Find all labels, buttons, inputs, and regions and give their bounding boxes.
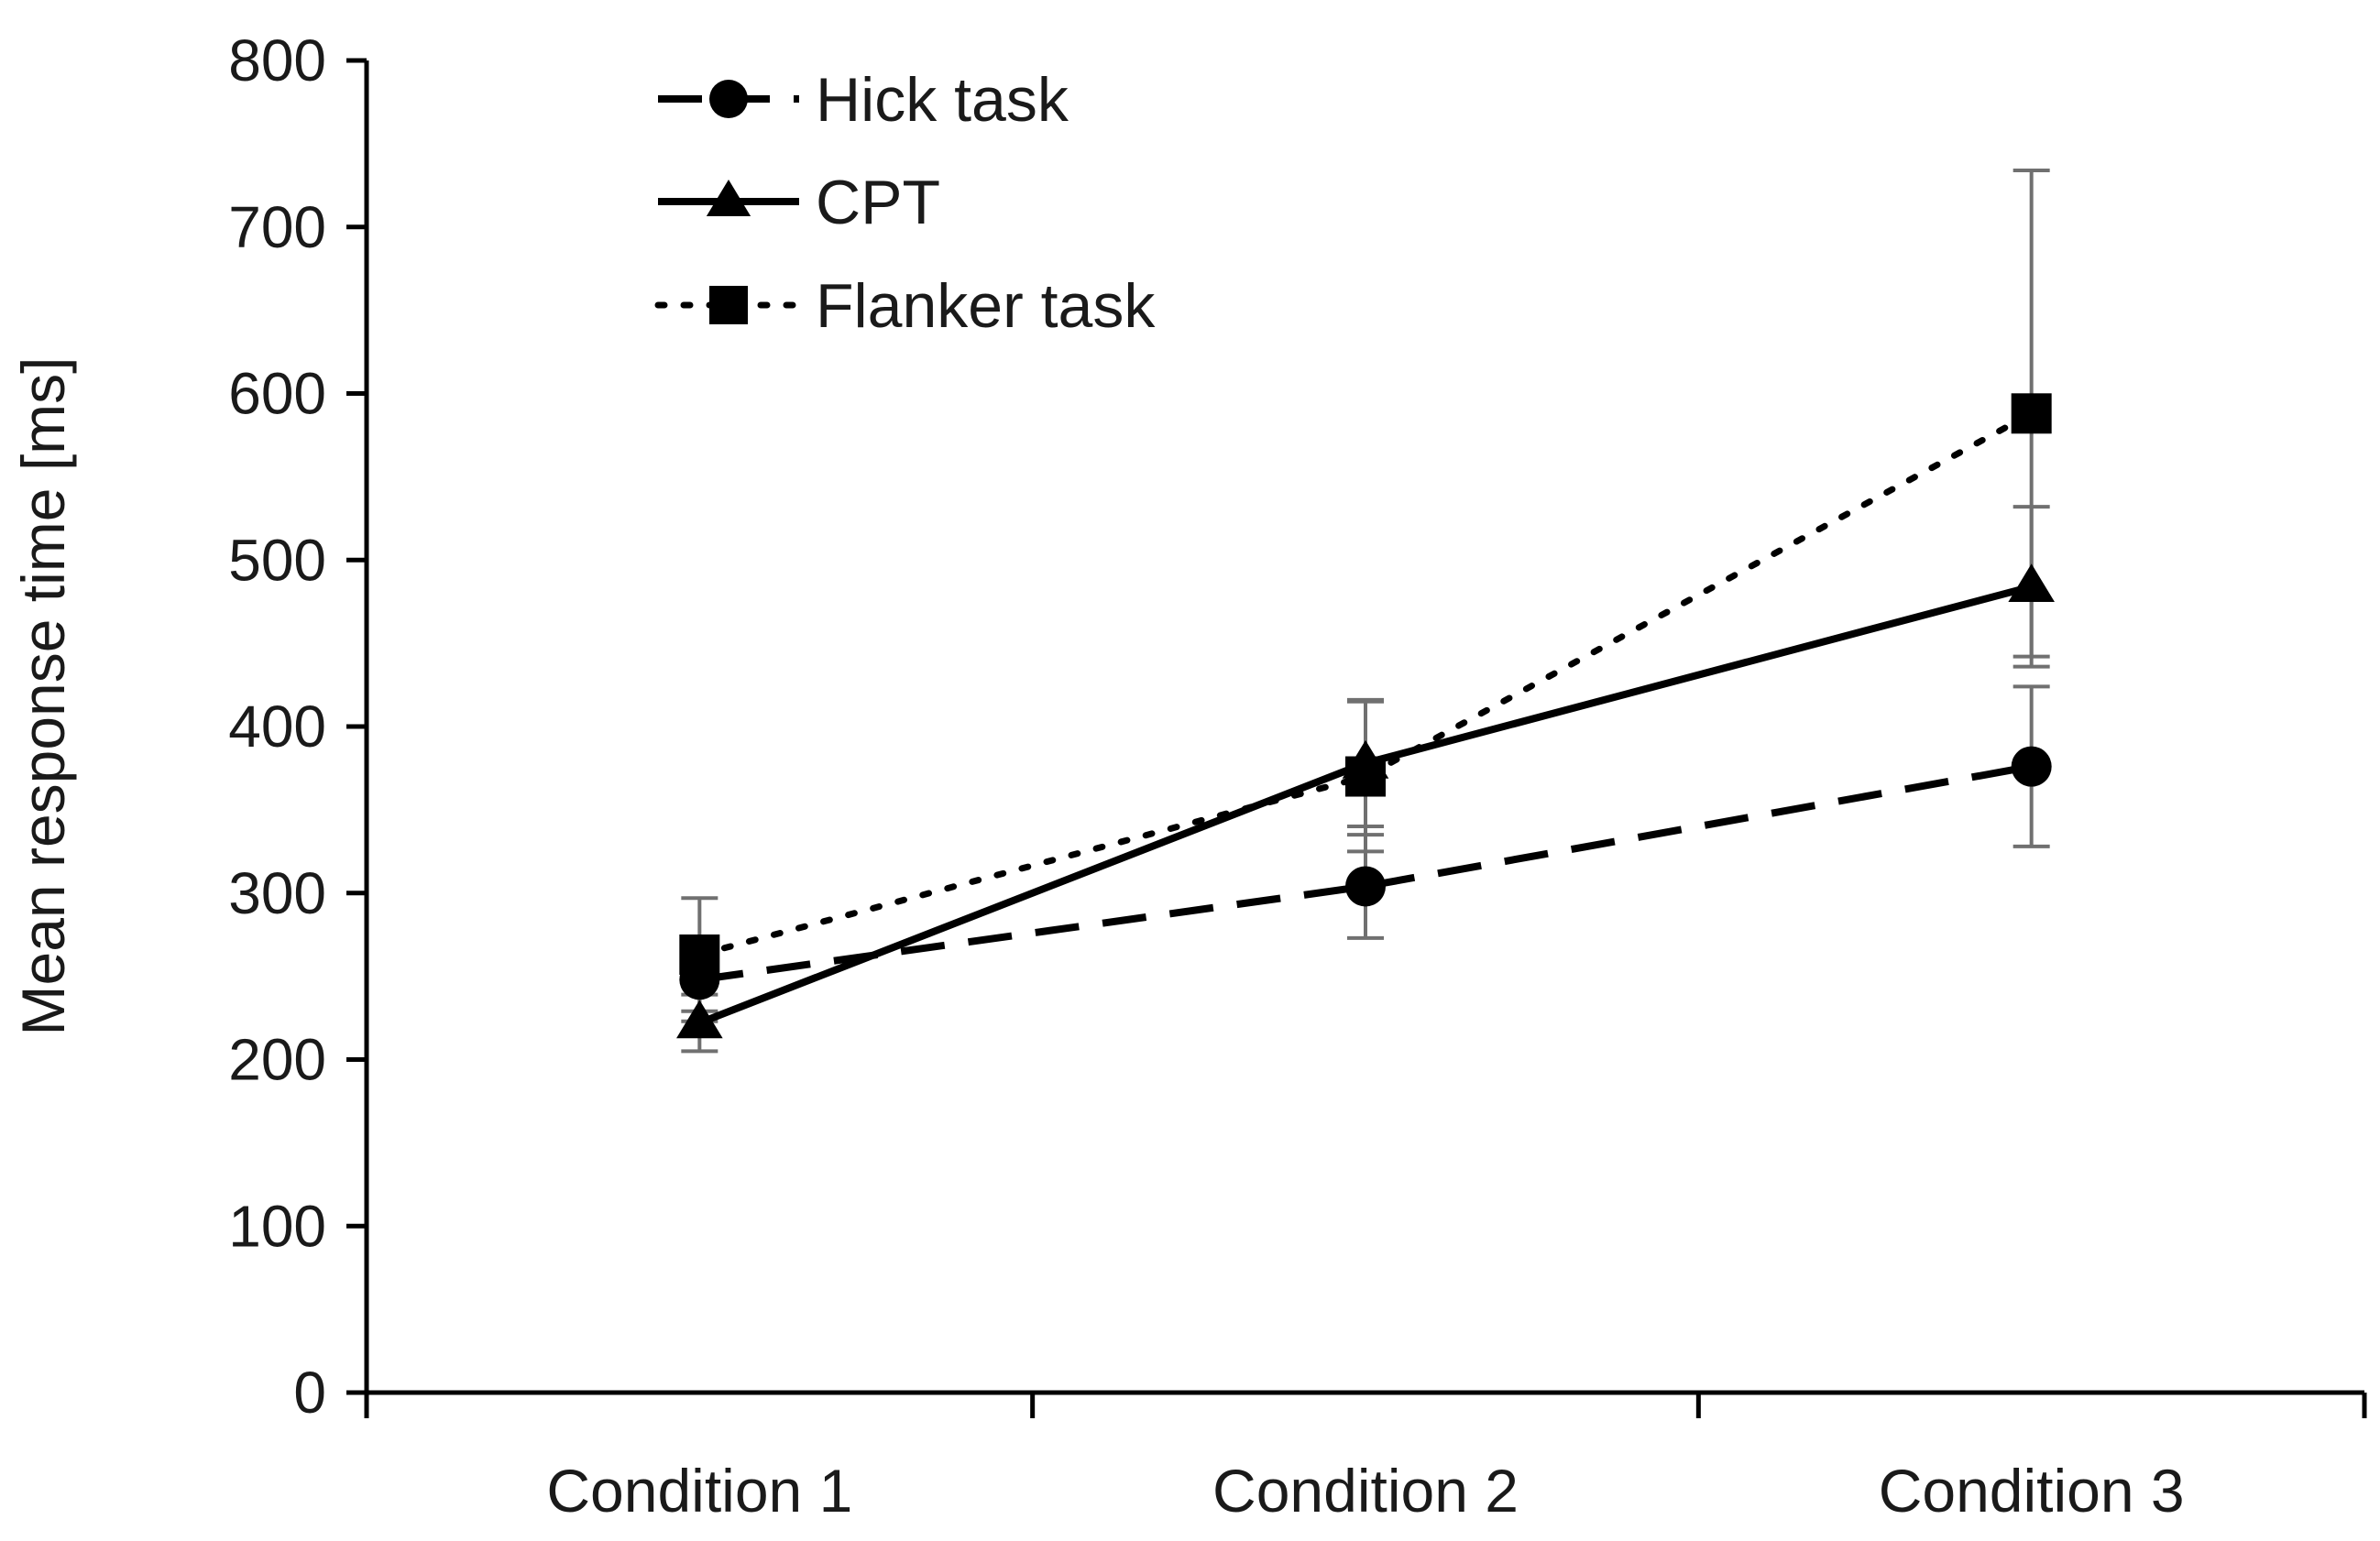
y-tick-label: 200 — [228, 1027, 326, 1093]
y-tick-label: 800 — [228, 27, 326, 93]
legend-label-hick-task: Hick task — [816, 65, 1069, 135]
x-category-label: Condition 2 — [1212, 1457, 1519, 1525]
data-point-flanker-task — [679, 934, 720, 975]
legend-label-cpt: CPT — [816, 168, 940, 237]
data-point-flanker-task — [1345, 756, 1386, 797]
legend-marker-flanker-task — [709, 286, 748, 324]
series-markers — [676, 393, 2055, 1039]
x-category-label: Condition 3 — [1879, 1457, 2185, 1525]
y-axis-title: Mean response time [ms] — [9, 357, 77, 1036]
legend: Hick task CPT Flanker task — [654, 65, 1156, 341]
y-tick-label: 100 — [228, 1193, 326, 1259]
legend-marker-cpt — [706, 180, 751, 216]
y-tick-label: 600 — [228, 361, 326, 427]
y-axis — [346, 58, 369, 1395]
legend-marker-hick-task — [709, 80, 748, 118]
data-point-cpt — [2008, 563, 2055, 603]
series-line-hick-task — [698, 762, 2033, 984]
y-tick-label: 0 — [293, 1360, 326, 1426]
data-point-hick-task — [2011, 746, 2052, 787]
x-axis — [364, 1390, 2367, 1418]
series-line-flanker-task — [696, 410, 2035, 958]
y-tick-label: 400 — [228, 694, 326, 760]
y-tick-label: 500 — [228, 527, 326, 593]
y-tick-label: 700 — [228, 194, 326, 260]
data-point-hick-task — [1345, 866, 1386, 907]
data-point-cpt — [676, 1000, 723, 1039]
x-category-labels: Condition 1 Condition 2 Condition 3 — [546, 1457, 2184, 1525]
y-tick-labels: 0 100 200 300 400 500 600 700 800 — [228, 27, 326, 1426]
x-category-label: Condition 1 — [546, 1457, 852, 1525]
legend-label-flanker-task: Flanker task — [816, 271, 1156, 341]
data-point-flanker-task — [2011, 393, 2052, 434]
y-tick-label: 300 — [228, 860, 326, 926]
